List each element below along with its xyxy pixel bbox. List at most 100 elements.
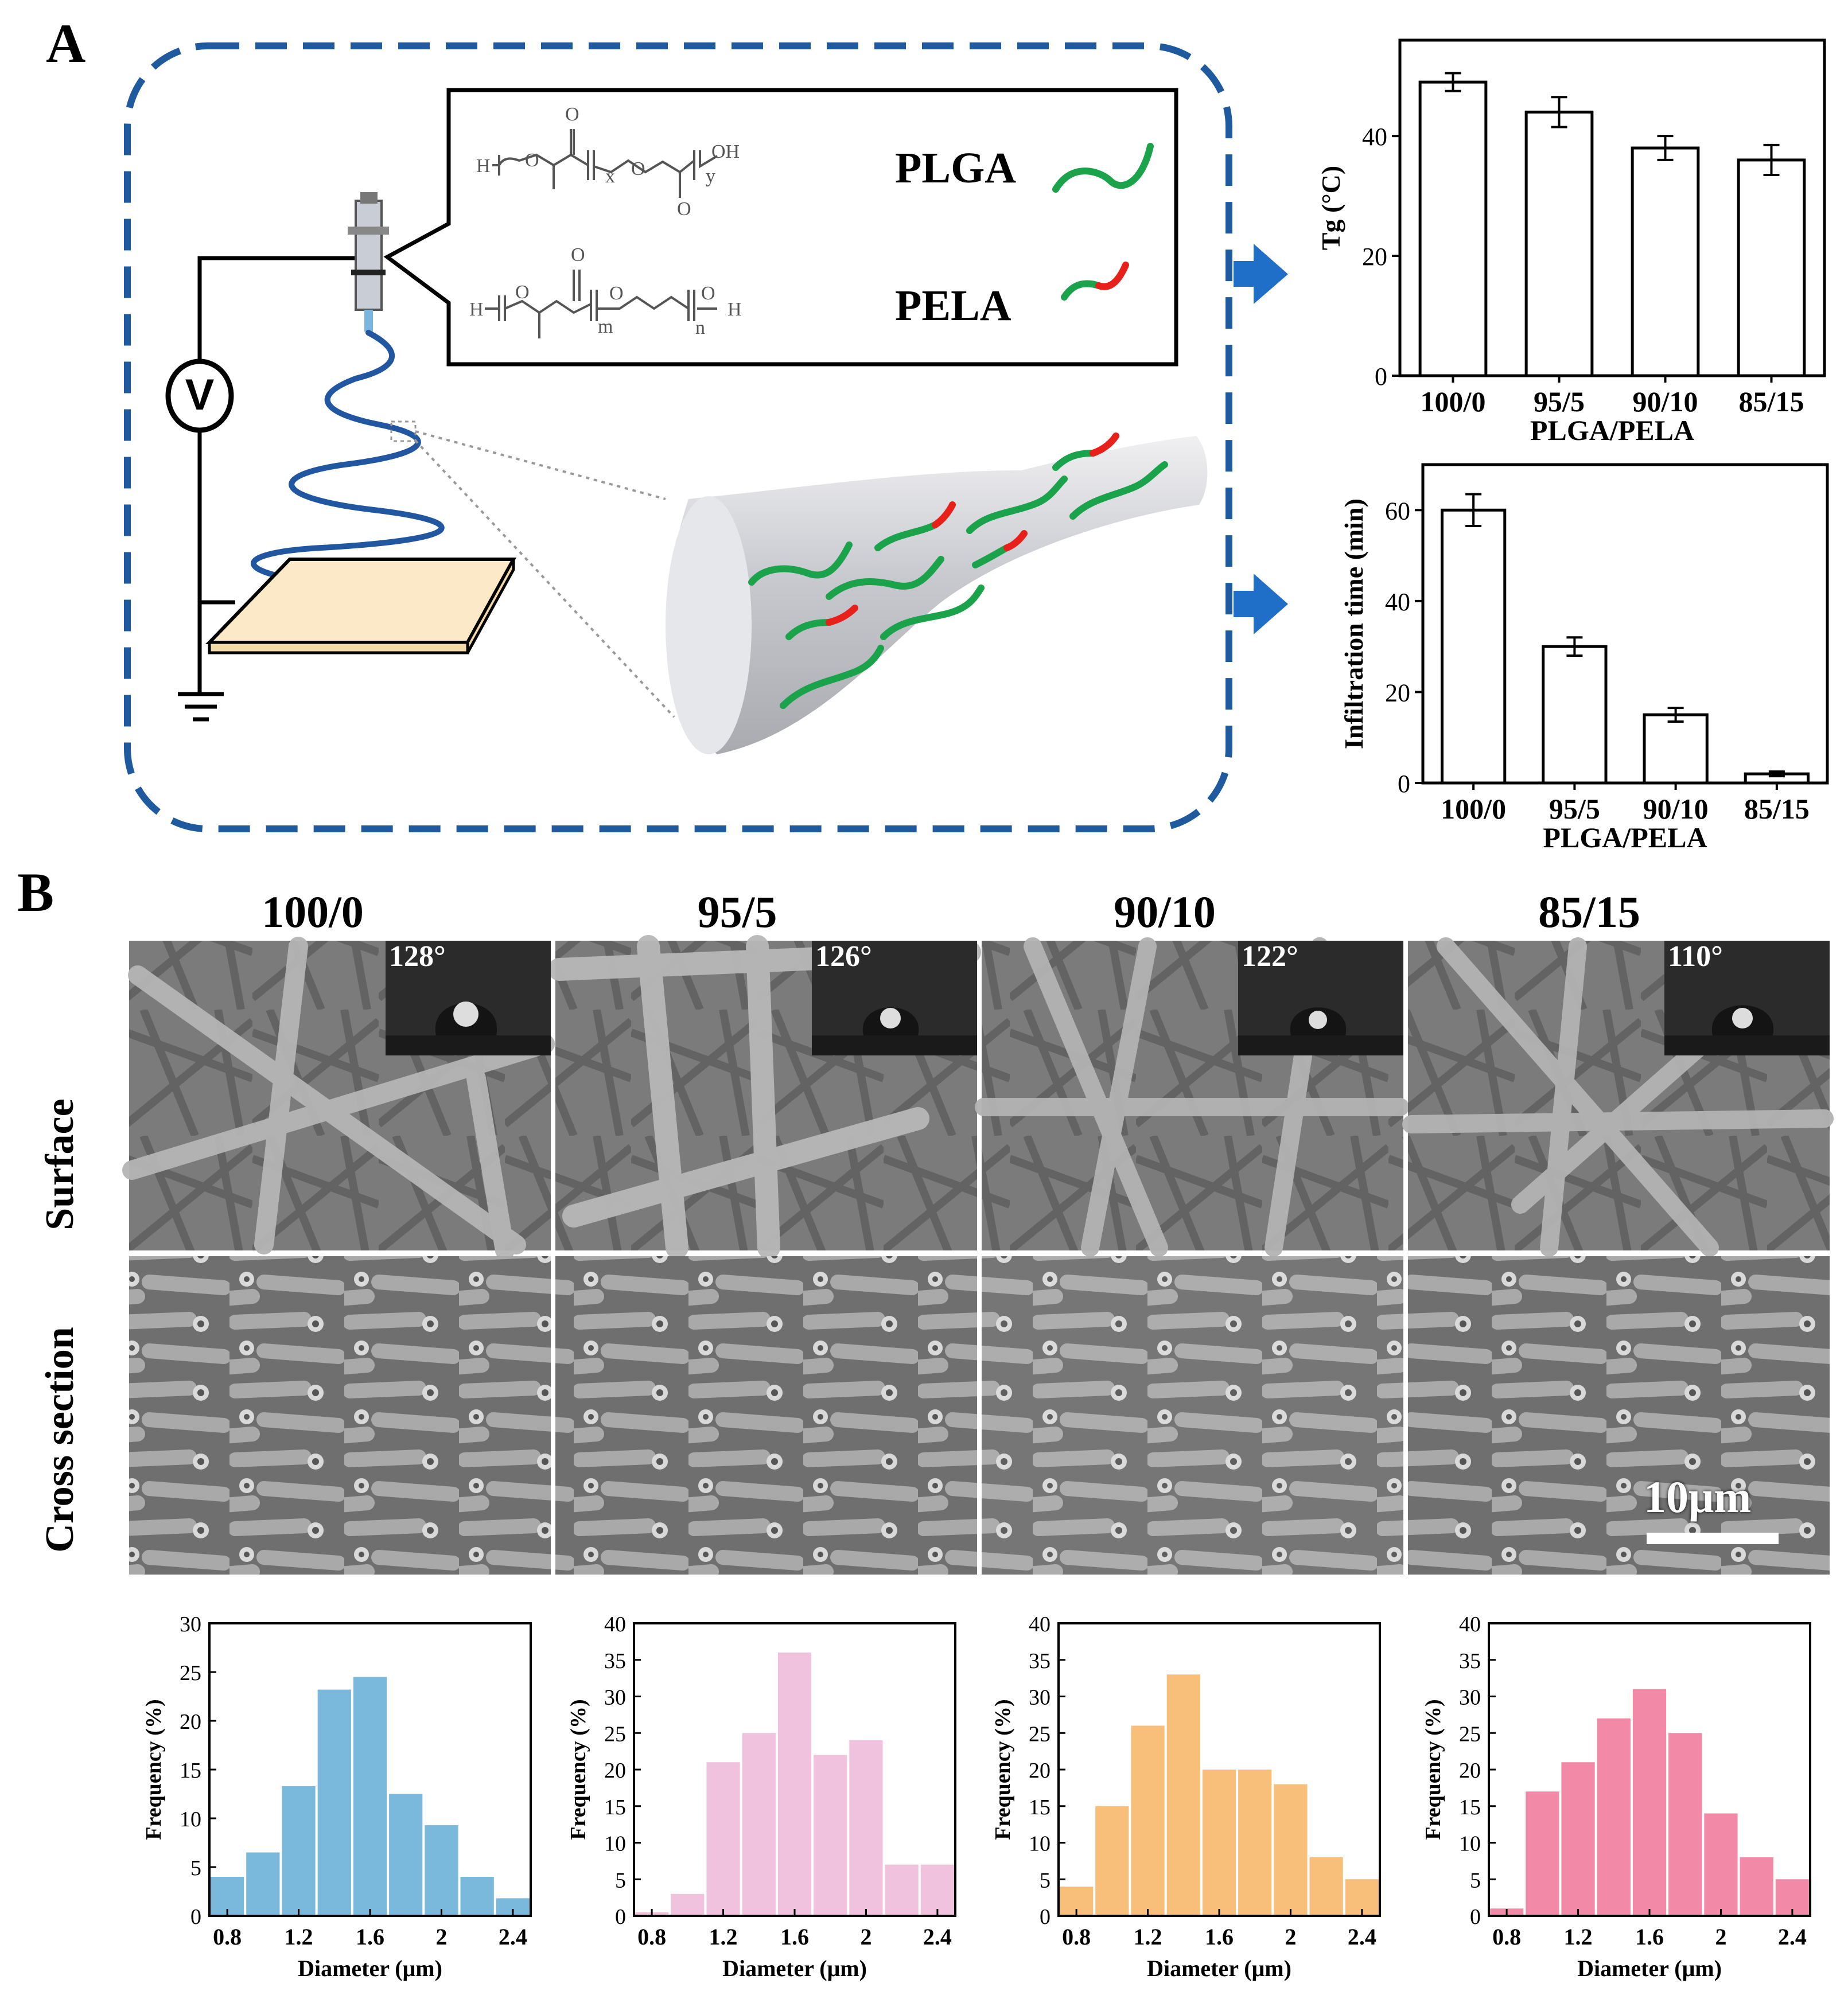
hist-y-tick-1-7: 35 [604, 1649, 626, 1673]
svg-text:OH: OH [711, 141, 740, 162]
histogram-85-15: 0.8 1.2 1.6 2 2.4 0 5 10 15 20 25 30 35 40 Diameter (μ… [1421, 1612, 1811, 1981]
histogram-95-5: 0.8 1.2 1.6 2 2.4 0 5 10 15 20 25 30 35 40 Diameter (μ… [566, 1612, 956, 1981]
hist-y-tick-1-2: 10 [604, 1832, 626, 1856]
y-tick-1-3: 60 [1385, 497, 1410, 525]
hist-x-tick-0-2: 1.6 [356, 1924, 384, 1950]
histogram-90-10: 0.8 1.2 1.6 2 2.4 0 5 10 15 20 25 30 35 40 Diameter (μ… [991, 1612, 1381, 1981]
hist-y-tick-3-3: 15 [1459, 1795, 1481, 1819]
hist-y-tick-3-7: 35 [1459, 1649, 1481, 1673]
hist-bar-0-3 [317, 1689, 351, 1916]
y-tick-0-1: 20 [1362, 243, 1387, 271]
arrow-to-infiltration-chart [1234, 574, 1288, 634]
hist-x-tick-3-4: 2.4 [1778, 1924, 1807, 1950]
hist-y-tick-0-5: 25 [180, 1661, 201, 1685]
hist-y-tick-1-4: 20 [604, 1759, 626, 1783]
droplet-inset-90-10 [1238, 941, 1403, 1055]
svg-text:O: O [571, 244, 585, 266]
hist-y-tick-2-5: 25 [1029, 1722, 1051, 1746]
syringe-icon [348, 192, 389, 332]
error-bar-1-1 [1566, 636, 1583, 657]
voltmeter [165, 359, 234, 433]
hist-bar-1-2 [706, 1762, 740, 1916]
hist-x-tick-1-3: 2 [860, 1924, 872, 1950]
sem-cross-95-5 [555, 1256, 977, 1575]
svg-text:O: O [701, 283, 715, 304]
y-axis-label-0: Tg (°C) [1316, 166, 1345, 250]
hist-bar-0-7 [460, 1877, 494, 1916]
column-title-85-15: 85/15 [1538, 887, 1640, 937]
y-tick-0-2: 40 [1362, 123, 1387, 151]
panel-a-label: A [46, 13, 86, 74]
hist-x-tick-1-2: 1.6 [780, 1924, 809, 1950]
bar-0-0 [1418, 80, 1488, 377]
column-title-100-0: 100/0 [262, 887, 364, 937]
hist-x-label-1: Diameter (μm) [722, 1955, 867, 1981]
error-bar-0-3 [1763, 143, 1780, 177]
error-bar-0-0 [1445, 72, 1461, 92]
pela-chain-icon-green [1061, 280, 1102, 301]
hist-y-tick-0-0: 0 [190, 1905, 201, 1929]
hist-y-tick-0-3: 15 [180, 1759, 201, 1783]
hist-bar-2-4 [1202, 1770, 1236, 1916]
svg-text:x: x [605, 166, 615, 187]
hist-x-tick-0-4: 2.4 [499, 1924, 527, 1950]
hist-bar-3-5 [1668, 1733, 1702, 1916]
error-bar-0-2 [1657, 135, 1674, 161]
svg-text:H: H [727, 299, 742, 320]
svg-text:O: O [525, 150, 539, 171]
sem-surface-90-10 [975, 937, 1409, 1257]
hist-x-tick-3-3: 2 [1715, 1924, 1726, 1950]
hist-y-tick-1-3: 15 [604, 1795, 626, 1819]
hist-y-label-1: Frequency (%) [566, 1699, 590, 1840]
hist-x-tick-1-0: 0.8 [637, 1924, 666, 1950]
hist-x-label-0: Diameter (μm) [298, 1955, 442, 1981]
hist-y-tick-2-0: 0 [1040, 1905, 1051, 1929]
callout-box [383, 88, 1178, 367]
svg-text:y: y [706, 166, 715, 187]
panel-b-label: B [17, 862, 55, 923]
hist-y-tick-3-6: 30 [1459, 1686, 1481, 1710]
hist-y-tick-1-6: 30 [604, 1686, 626, 1710]
x-tick-0-2: 90/10 [1633, 385, 1698, 418]
hist-x-tick-0-1: 1.2 [285, 1924, 313, 1950]
contact-angle-100-0: 128° [389, 940, 446, 973]
error-bar-0-1 [1551, 96, 1567, 128]
hist-bar-0-6 [425, 1825, 458, 1916]
hist-y-tick-2-8: 40 [1029, 1612, 1051, 1636]
sem-cross-85-15 [1408, 1256, 1830, 1575]
sem-cross-90-10 [982, 1256, 1403, 1575]
svg-text:O: O [565, 104, 579, 125]
error-bar-1-3 [1768, 770, 1785, 778]
hist-y-tick-3-1: 5 [1470, 1868, 1481, 1892]
hist-x-tick-2-4: 2.4 [1348, 1924, 1376, 1950]
y-tick-1-1: 20 [1385, 679, 1410, 707]
scale-bar-label: 10μm [1644, 1472, 1752, 1522]
dashed-frame [124, 42, 1232, 832]
hist-y-label-3: Frequency (%) [1421, 1699, 1445, 1840]
hist-y-tick-1-8: 40 [604, 1612, 626, 1636]
hist-y-tick-3-2: 10 [1459, 1832, 1481, 1856]
svg-text:O: O [631, 158, 645, 180]
x-tick-0-0: 100/0 [1421, 385, 1486, 418]
hist-y-label-0: Frequency (%) [142, 1699, 166, 1840]
hist-bar-2-7 [1309, 1857, 1343, 1916]
hist-bar-1-3 [742, 1733, 776, 1916]
hist-x-tick-2-1: 1.2 [1134, 1924, 1162, 1950]
hist-y-tick-2-6: 30 [1029, 1686, 1051, 1710]
svg-text:O: O [515, 282, 530, 303]
error-bar-1-0 [1465, 493, 1482, 528]
x-tick-1-3: 85/15 [1744, 793, 1810, 825]
histogram-100-0: 0.8 1.2 1.6 2 2.4 0 5 10 15 20 25 30 Diameter (μm) Fr… [142, 1612, 532, 1981]
hist-y-tick-2-7: 35 [1029, 1649, 1051, 1673]
x-tick-1-1: 95/5 [1549, 793, 1600, 825]
droplet-inset-95-5 [812, 941, 977, 1055]
sem-cross-100-0 [129, 1256, 551, 1575]
infiltration-chart: 100/0 95/5 90/10 85/15 0 20 40 60 PLGA/PELA Infil… [1339, 463, 1829, 854]
hist-y-tick-1-5: 25 [604, 1722, 626, 1746]
hist-bar-0-5 [389, 1794, 423, 1916]
hist-x-tick-3-2: 1.6 [1635, 1924, 1664, 1950]
hist-bar-1-6 [849, 1740, 883, 1916]
circuit [178, 256, 372, 722]
hist-bar-1-7 [885, 1864, 919, 1916]
pela-label: PELA [895, 282, 1011, 330]
